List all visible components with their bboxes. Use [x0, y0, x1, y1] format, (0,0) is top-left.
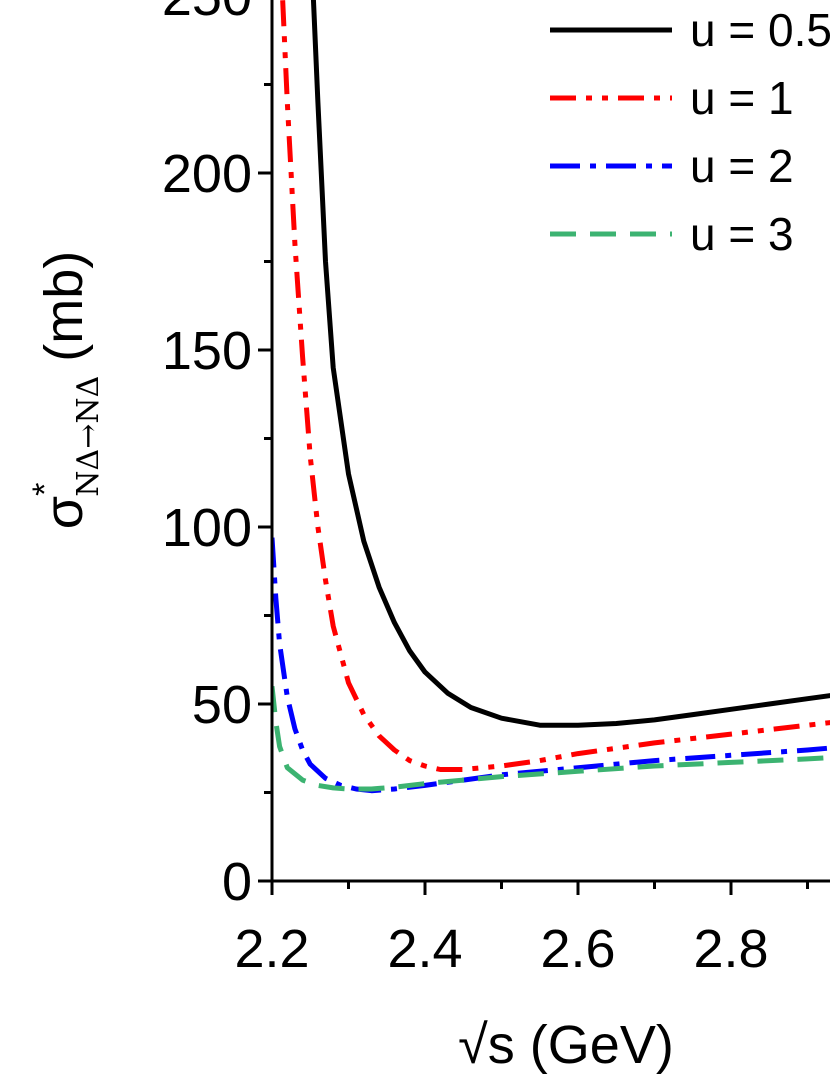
x-axis-title: √s (GeV): [458, 1015, 674, 1075]
y-axis-title: σ* NΔ→NΔ (mb): [26, 251, 106, 530]
series-line-4: [272, 686, 830, 792]
y-tick-label: 0: [222, 852, 252, 912]
axis-layer: 0 50 100 150 200 250 2.2 2.4 2.6 2.8: [162, 0, 830, 979]
y-tick-label: 100: [162, 498, 252, 558]
y-axis-title-sigma: σ: [34, 496, 94, 529]
x-tick-label: 2.2: [234, 919, 309, 979]
y-tick-label: 150: [162, 321, 252, 381]
legend-label-4: u = 3: [690, 208, 794, 260]
y-axis-title-unit: (mb): [34, 251, 94, 362]
y-axis-title-subscript: NΔ→NΔ: [71, 376, 106, 497]
series-line-1: [310, 0, 830, 728]
y-axis-title-superscript: *: [26, 483, 64, 496]
series-line-3: [272, 537, 830, 794]
series-layer: [272, 0, 830, 794]
x-tick-label: 2.8: [693, 919, 768, 979]
x-tick-label: 2.4: [387, 919, 462, 979]
series-line-2: [280, 0, 830, 772]
legend: u = 0.5 u = 1 u = 2 u = 3: [550, 4, 830, 260]
y-tick-label: 50: [192, 675, 252, 735]
x-tick-label: 2.6: [540, 919, 615, 979]
legend-label-1: u = 0.5: [690, 4, 830, 56]
y-tick-label: 200: [162, 144, 252, 204]
legend-label-2: u = 1: [690, 72, 794, 124]
y-tick-label: 250: [162, 0, 252, 27]
legend-label-3: u = 2: [690, 140, 794, 192]
